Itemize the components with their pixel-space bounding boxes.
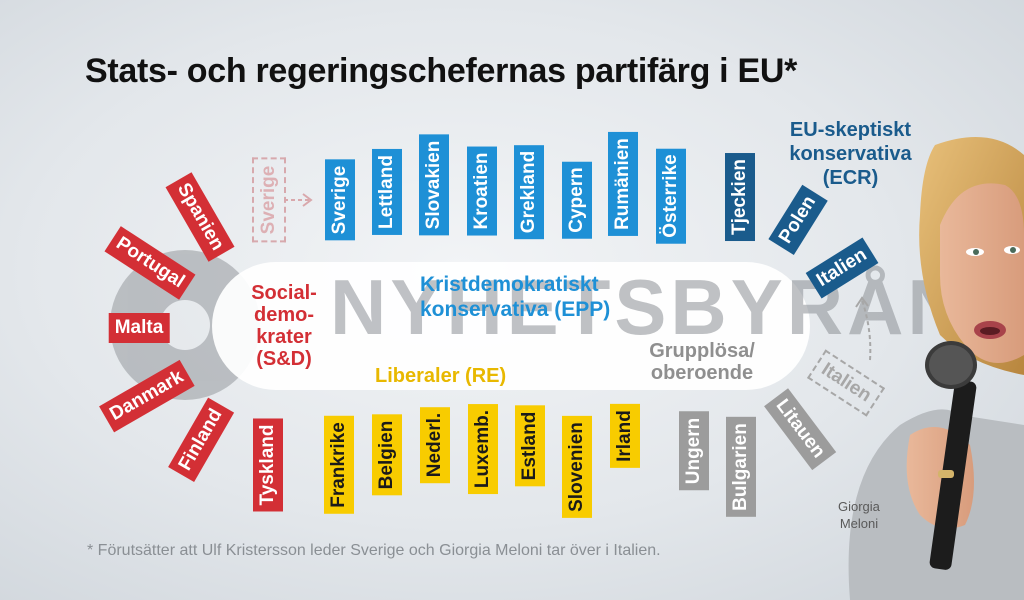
country-label-spanien: Spanien bbox=[165, 172, 235, 262]
country-label-cypern: Cypern bbox=[562, 161, 592, 239]
ecr-label-line2: konservativa bbox=[789, 143, 912, 165]
ni-group-label: Grupplösa/ oberoende bbox=[628, 340, 776, 384]
epp-label-line1: Kristdemokratiskt bbox=[420, 273, 599, 296]
country-label-bulgarien: Bulgarien bbox=[726, 417, 756, 517]
sd-label-line3: krater bbox=[256, 326, 312, 348]
center-pill bbox=[212, 262, 810, 390]
country-label-rumanien: Rumänien bbox=[608, 132, 638, 236]
epp-label-line2: konservativa (EPP) bbox=[420, 298, 611, 321]
country-label-belgien: Belgien bbox=[372, 414, 402, 496]
re-label-line1: Liberaler (RE) bbox=[375, 365, 507, 387]
country-label-sverige: Sverige bbox=[325, 159, 355, 241]
country-label-finland: Finland bbox=[168, 398, 234, 482]
country-label-osterrike: Österrike bbox=[656, 148, 686, 244]
country-label-slovenien: Slovenien bbox=[562, 416, 592, 518]
country-label-grekland: Grekland bbox=[514, 144, 544, 240]
country-label-frankrike: Frankrike bbox=[324, 416, 354, 514]
country-label-lettland: Lettland bbox=[372, 149, 402, 235]
ecr-group-label: EU-skeptiskt konservativa (ECR) bbox=[778, 118, 923, 190]
country-label-slovakien: Slovakien bbox=[419, 134, 449, 236]
arrow-sverige-icon bbox=[284, 193, 313, 207]
sd-label-line1: Social- bbox=[251, 282, 317, 304]
ecr-label-line3: (ECR) bbox=[822, 167, 879, 189]
ni-label-line1: Grupplösa/ bbox=[649, 340, 755, 362]
giorgia-meloni-photo bbox=[848, 137, 1024, 600]
footnote: * Förutsätter att Ulf Kristersson leder … bbox=[87, 542, 661, 559]
country-label-estland: Estland bbox=[515, 405, 545, 487]
country-label-kroatien: Kroatien bbox=[467, 146, 497, 236]
photo-caption-line2: Meloni bbox=[839, 516, 879, 531]
country-label-luxemb: Luxemb. bbox=[468, 403, 498, 495]
sd-label-line2: demo- bbox=[254, 304, 314, 326]
ni-label-line2: oberoende bbox=[650, 362, 754, 384]
re-group-label: Liberaler (RE) bbox=[375, 365, 506, 387]
sd-label-line4: (S&D) bbox=[256, 348, 312, 370]
sd-group-label: Social- demo- krater (S&D) bbox=[243, 282, 325, 370]
epp-group-label: Kristdemokratiskt konservativa (EPP) bbox=[420, 272, 610, 322]
country-label-irland: Irland bbox=[610, 404, 640, 468]
photo-caption-line1: Giorgia bbox=[838, 499, 880, 514]
photo-caption: Giorgia Meloni bbox=[838, 498, 880, 532]
country-label-malta: Malta bbox=[108, 313, 170, 343]
country-label-tjeckien: Tjeckien bbox=[725, 152, 755, 242]
ecr-label-line1: EU-skeptiskt bbox=[789, 119, 912, 141]
page-title: Stats- och regeringschefernas partifärg … bbox=[85, 52, 798, 90]
country-label-tyskland: Tyskland bbox=[253, 418, 283, 512]
country-label-nederl: Nederl. bbox=[420, 406, 450, 484]
former-sverige-label: Sverige bbox=[252, 157, 286, 243]
country-label-ungern: Ungern bbox=[679, 411, 709, 491]
